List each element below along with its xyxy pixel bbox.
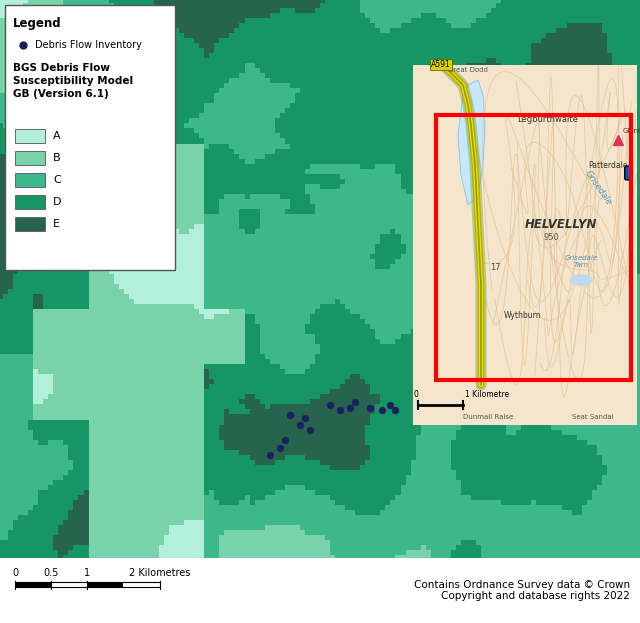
Text: Patterdale: Patterdale <box>588 161 628 169</box>
Bar <box>15 129 45 143</box>
Text: 950: 950 <box>543 233 559 242</box>
Text: A591: A591 <box>431 60 451 69</box>
Bar <box>15 583 160 587</box>
Bar <box>15 217 45 231</box>
Bar <box>15 173 45 187</box>
Text: Wythburn: Wythburn <box>504 310 542 320</box>
Text: Dunmail Raise: Dunmail Raise <box>463 414 513 420</box>
Text: Grisedale
Tarn: Grisedale Tarn <box>564 255 598 268</box>
Text: A: A <box>53 131 61 141</box>
Text: Debris Flow Inventory: Debris Flow Inventory <box>35 40 142 50</box>
Bar <box>436 115 631 380</box>
Text: Glenridding: Glenridding <box>623 128 640 134</box>
Text: 2 Kilometres: 2 Kilometres <box>129 568 191 578</box>
Text: 1: 1 <box>84 568 90 578</box>
Text: Seat Sandal: Seat Sandal <box>572 414 614 420</box>
Text: BGS Debris Flow
Susceptibility Model
GB (Version 6.1): BGS Debris Flow Susceptibility Model GB … <box>13 63 133 98</box>
Text: Legend: Legend <box>13 17 61 30</box>
Bar <box>15 195 45 209</box>
Text: D: D <box>53 197 61 207</box>
Ellipse shape <box>570 275 592 285</box>
Text: 17: 17 <box>490 263 500 272</box>
Text: i: i <box>627 168 629 178</box>
Bar <box>15 151 45 165</box>
Text: E: E <box>53 219 60 229</box>
Text: Grisedale: Grisedale <box>583 169 613 207</box>
Text: Great Dodd: Great Dodd <box>448 67 488 73</box>
Text: 1 Kilometre: 1 Kilometre <box>465 390 509 399</box>
Text: Legburthwaite: Legburthwaite <box>518 115 579 125</box>
Text: 0: 0 <box>413 390 419 399</box>
Text: 0.5: 0.5 <box>44 568 59 578</box>
Text: C: C <box>53 175 61 185</box>
Bar <box>5 5 175 270</box>
Text: Contains Ordnance Survey data © Crown
Copyright and database rights 2022: Contains Ordnance Survey data © Crown Co… <box>414 579 630 601</box>
Text: B: B <box>53 153 61 163</box>
Text: HELVELLYN: HELVELLYN <box>525 219 597 232</box>
Text: 0: 0 <box>12 568 18 578</box>
Polygon shape <box>458 80 485 205</box>
